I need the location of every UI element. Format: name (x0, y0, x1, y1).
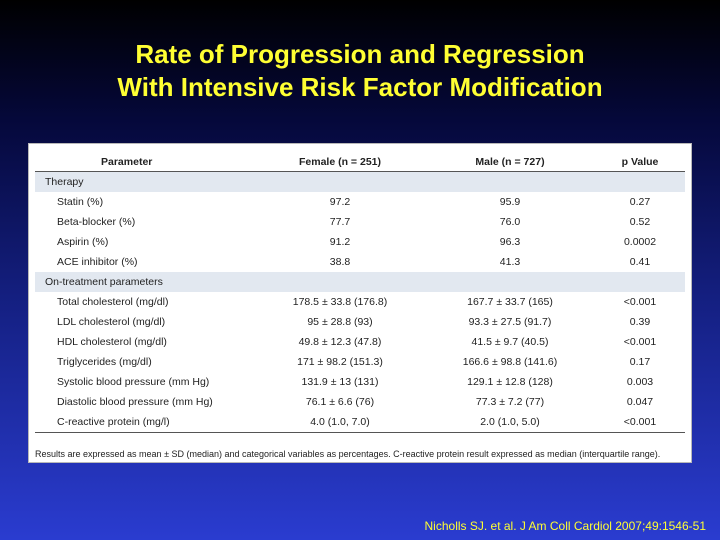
results-table: Parameter Female (n = 251) Male (n = 727… (35, 152, 685, 433)
cell-p-value: 0.27 (629, 196, 651, 208)
table-row: Aspirin (%) 91.2 96.3 0.0002 (35, 232, 685, 252)
header-p-value: p Value (595, 152, 685, 172)
cell-male: 129.1 ± 12.8 (128) (467, 376, 553, 388)
cell-female: 178.5 ± 33.8 (176.8) (292, 296, 388, 308)
cell-female: 38.8 (329, 256, 351, 268)
cell-male: 167.7 ± 33.7 (165) (467, 296, 553, 308)
section-row-therapy: Therapy (35, 171, 685, 192)
cell-parameter: Aspirin (%) (57, 236, 109, 248)
table-row: Beta-blocker (%) 77.7 76.0 0.52 (35, 212, 685, 232)
cell-p-value: 0.52 (629, 216, 651, 228)
cell-parameter: C-reactive protein (mg/l) (35, 412, 255, 433)
table-footnote: Results are expressed as mean ± SD (medi… (35, 449, 661, 459)
cell-parameter: Total cholesterol (mg/dl) (57, 296, 169, 308)
cell-parameter: Diastolic blood pressure (mm Hg) (57, 396, 213, 408)
table-row: Diastolic blood pressure (mm Hg) 76.1 ± … (35, 392, 685, 412)
cell-p-value: 0.41 (629, 256, 651, 268)
table-row: LDL cholesterol (mg/dl) 95 ± 28.8 (93) 9… (35, 312, 685, 332)
cell-male: 166.6 ± 98.8 (141.6) (462, 356, 558, 368)
cell-female: 91.2 (329, 236, 351, 248)
header-parameter: Parameter (35, 152, 255, 172)
cell-male: 77.3 ± 7.2 (77) (475, 396, 545, 408)
cell-female: 49.8 ± 12.3 (47.8) (298, 336, 382, 348)
cell-parameter: LDL cholesterol (mg/dl) (57, 316, 166, 328)
cell-parameter: ACE inhibitor (%) (57, 256, 138, 268)
cell-parameter: Systolic blood pressure (mm Hg) (57, 376, 210, 388)
cell-p-value: <0.001 (623, 296, 657, 308)
cell-female: 4.0 (1.0, 7.0) (255, 412, 425, 433)
section-row-on-treatment: On-treatment parameters (35, 272, 685, 292)
cell-female: 77.7 (329, 216, 351, 228)
cell-parameter: Triglycerides (mg/dl) (57, 356, 152, 368)
cell-p-value: 0.003 (626, 376, 654, 388)
table-row: Systolic blood pressure (mm Hg) 131.9 ± … (35, 372, 685, 392)
cell-parameter: Statin (%) (57, 196, 104, 208)
table-row: Total cholesterol (mg/dl) 178.5 ± 33.8 (… (35, 292, 685, 312)
table-row: Triglycerides (mg/dl) 171 ± 98.2 (151.3)… (35, 352, 685, 372)
cell-p-value: 0.39 (629, 316, 651, 328)
data-table-panel: Parameter Female (n = 251) Male (n = 727… (28, 143, 692, 463)
citation: Nicholls SJ. et al. J Am Coll Cardiol 20… (424, 519, 706, 533)
cell-male: 95.9 (499, 196, 521, 208)
table-header-row: Parameter Female (n = 251) Male (n = 727… (35, 152, 685, 172)
cell-male: 41.5 ± 9.7 (40.5) (471, 336, 549, 348)
header-female: Female (n = 251) (255, 152, 425, 172)
cell-female: 95 ± 28.8 (93) (307, 316, 373, 328)
cell-male: 96.3 (499, 236, 521, 248)
table-row: ACE inhibitor (%) 38.8 41.3 0.41 (35, 252, 685, 272)
cell-female: 97.2 (329, 196, 351, 208)
cell-parameter: Beta-blocker (%) (57, 216, 136, 228)
section-label: On-treatment parameters (35, 272, 685, 292)
cell-p-value: <0.001 (623, 336, 657, 348)
header-male: Male (n = 727) (425, 152, 595, 172)
cell-male: 76.0 (499, 216, 521, 228)
cell-p-value: 0.0002 (623, 236, 657, 248)
section-label: Therapy (35, 171, 685, 192)
cell-parameter: HDL cholesterol (mg/dl) (57, 336, 167, 348)
slide-title-line-2: With Intensive Risk Factor Modification (117, 72, 603, 102)
cell-female: 76.1 ± 6.6 (76) (305, 396, 375, 408)
cell-female: 131.9 ± 13 (131) (301, 376, 379, 388)
cell-p-value: 0.17 (629, 356, 651, 368)
cell-male: 93.3 ± 27.5 (91.7) (468, 316, 552, 328)
cell-p-value: 0.047 (626, 396, 654, 408)
slide-title-line-1: Rate of Progression and Regression (135, 39, 585, 69)
table-row: Statin (%) 97.2 95.9 0.27 (35, 192, 685, 212)
table-row: HDL cholesterol (mg/dl) 49.8 ± 12.3 (47.… (35, 332, 685, 352)
cell-male: 41.3 (499, 256, 521, 268)
slide-title: Rate of Progression and Regression With … (0, 38, 720, 104)
table-row: C-reactive protein (mg/l) 4.0 (1.0, 7.0)… (35, 412, 685, 433)
cell-female: 171 ± 98.2 (151.3) (297, 356, 383, 368)
cell-p-value: <0.001 (595, 412, 685, 433)
cell-male: 2.0 (1.0, 5.0) (425, 412, 595, 433)
